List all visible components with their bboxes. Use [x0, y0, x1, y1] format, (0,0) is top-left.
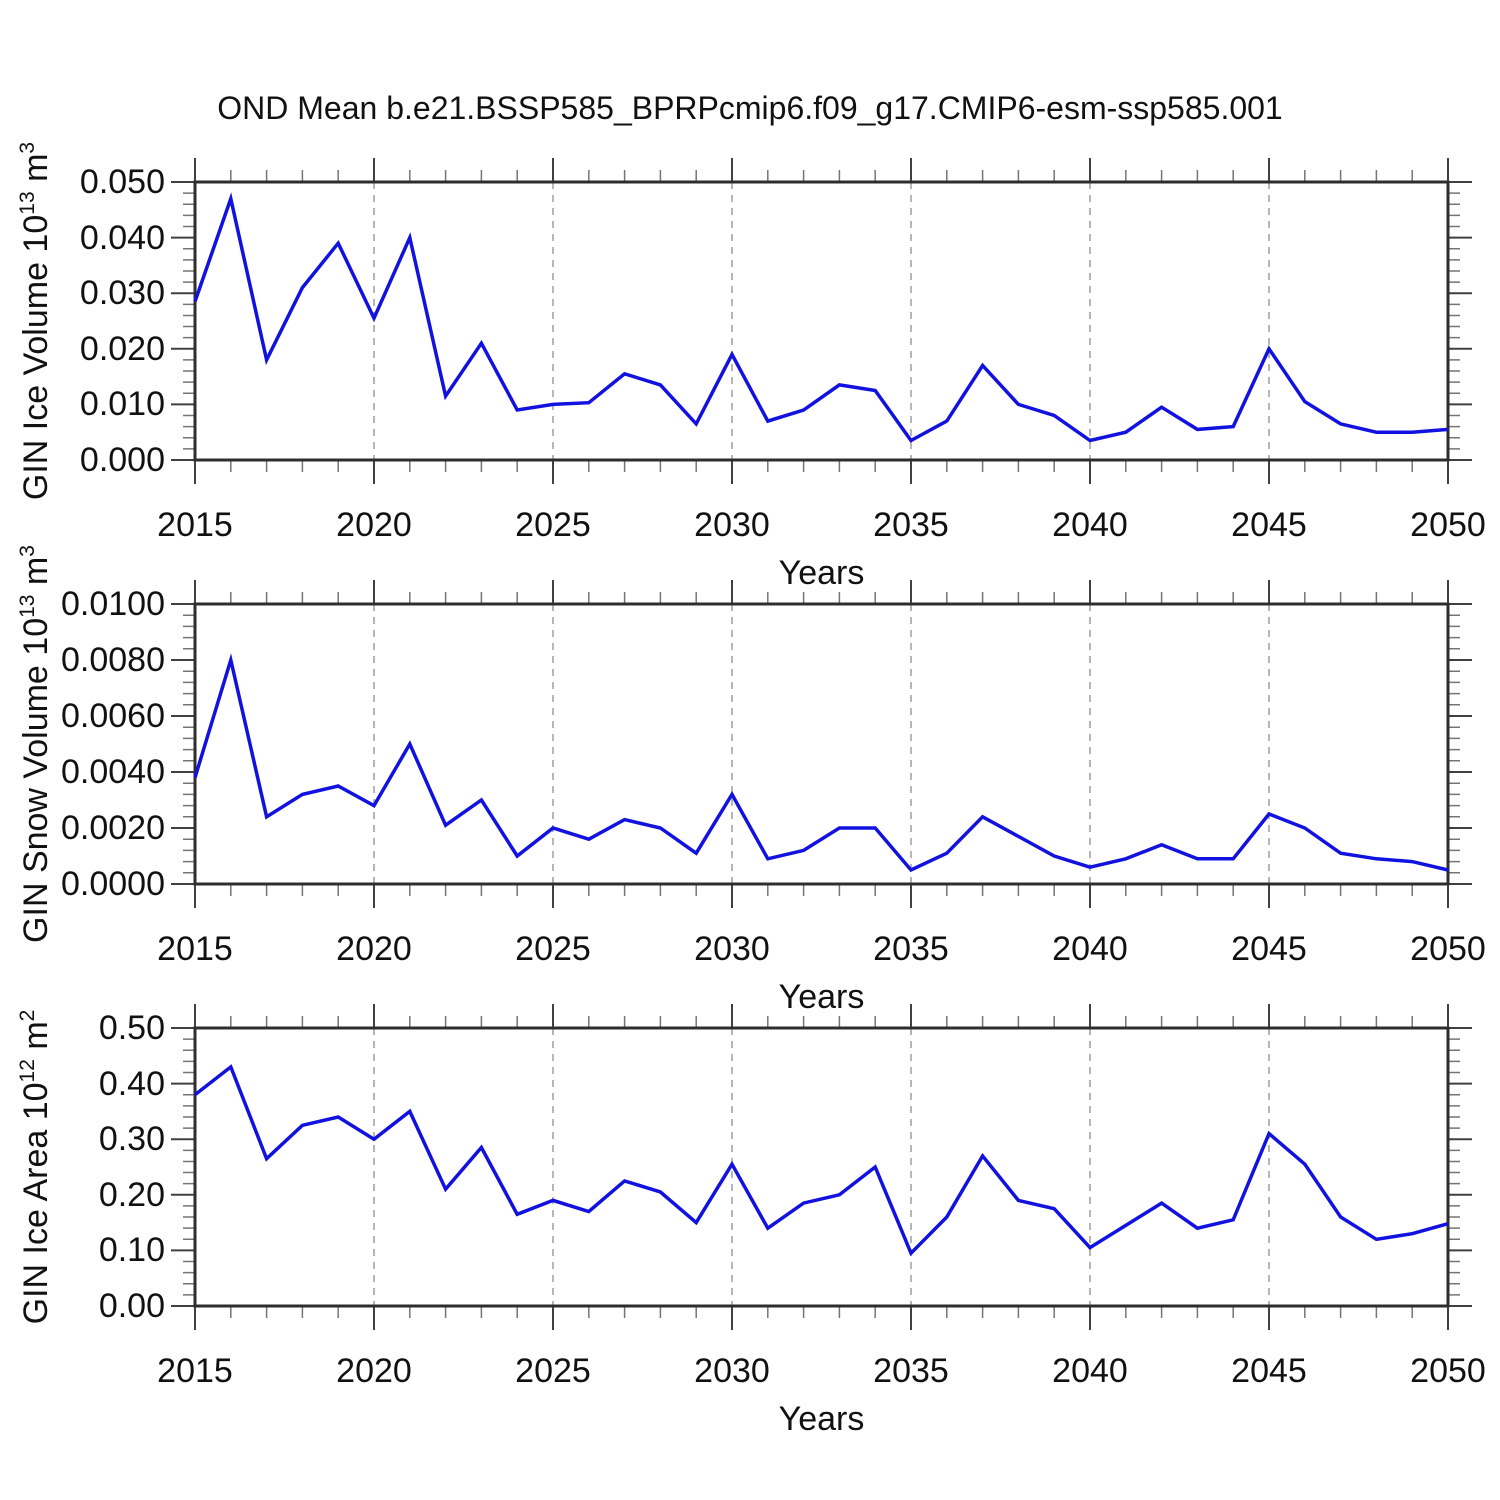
y-tick-label: 0.00 [98, 1287, 165, 1325]
x-tick-label: 2025 [515, 930, 591, 968]
y-tick-label: 0.40 [98, 1064, 165, 1103]
y-axis-title-exponent: 13 [15, 191, 39, 215]
y-tick-label: 0.30 [98, 1120, 165, 1159]
minor-ticks [183, 592, 1460, 896]
chart-title: OND Mean b.e21.BSSP585_BPRPcmip6.f09_g17… [217, 90, 1283, 126]
x-tick-label: 2030 [694, 1352, 770, 1390]
x-tick-label: 2015 [157, 506, 233, 544]
y-tick-label: 0.0000 [61, 865, 165, 903]
y-axis-title-exponent: 13 [15, 594, 39, 618]
y-axis-title-unit-exponent: 3 [15, 545, 39, 557]
y-axis-title: GIN Ice Area 1012 m2 [15, 847, 57, 1487]
x-tick-label: 2015 [157, 930, 233, 968]
x-tick-label: 2050 [1410, 506, 1486, 544]
y-axis-title-text: GIN Ice Area 10 [17, 1082, 55, 1325]
data-line-gin-snow-volume [193, 653, 1449, 873]
data-line-gin-ice-volume [193, 192, 1449, 443]
data-line-gin-ice-area [193, 1064, 1449, 1257]
x-tick-label: 2040 [1052, 506, 1128, 544]
x-tick-label: 2020 [336, 506, 412, 544]
y-axis-title-unit-exponent: 3 [15, 141, 39, 154]
gridlines [373, 1028, 1270, 1306]
y-tick-label: 0.020 [79, 329, 165, 368]
plot-border [193, 180, 1450, 462]
y-axis-title-unit: m [17, 1021, 55, 1060]
y-tick-label: 0.000 [79, 441, 165, 479]
x-tick-label: 2040 [1052, 930, 1128, 968]
x-axis-title: Years [778, 554, 865, 592]
x-tick-label: 2035 [873, 1352, 949, 1390]
y-tick-label: 0.50 [98, 1009, 165, 1047]
y-tick-label: 0.0040 [61, 753, 165, 791]
x-tick-label: 2035 [873, 930, 949, 968]
gridlines [373, 182, 1270, 460]
x-tick-label: 2015 [157, 1352, 233, 1390]
plot-border [193, 602, 1450, 886]
x-tick-label: 2045 [1231, 1352, 1307, 1390]
y-tick-label: 0.0080 [61, 641, 165, 679]
panel-3-plot-area [171, 1004, 1472, 1330]
x-axis-title: Years [778, 978, 865, 1016]
y-axis-title-unit: m [17, 153, 55, 192]
x-tick-label: 2030 [694, 930, 770, 968]
x-tick-label: 2030 [694, 506, 770, 544]
y-tick-label: 0.0020 [61, 809, 165, 847]
x-tick-label: 2035 [873, 506, 949, 544]
y-tick-label: 0.040 [79, 218, 165, 257]
x-axis-title: Years [778, 1400, 865, 1438]
y-axis-title-unit: m [17, 556, 55, 595]
x-tick-label: 2045 [1231, 506, 1307, 544]
y-tick-label: 0.030 [79, 274, 165, 313]
x-tick-label: 2040 [1052, 1352, 1128, 1390]
y-tick-label: 0.010 [79, 385, 165, 424]
x-tick-label: 2050 [1410, 1352, 1486, 1390]
y-tick-label: 0.10 [98, 1231, 165, 1270]
x-tick-label: 2025 [515, 1352, 591, 1390]
major-ticks [171, 580, 1472, 908]
x-tick-label: 2025 [515, 506, 591, 544]
plot-border [193, 1026, 1450, 1308]
x-tick-label: 2050 [1410, 930, 1486, 968]
major-ticks [171, 158, 1472, 484]
y-tick-label: 0.0100 [61, 585, 165, 623]
y-tick-label: 0.0060 [61, 697, 165, 735]
x-tick-label: 2020 [336, 930, 412, 968]
y-tick-label: 0.20 [98, 1175, 165, 1214]
panel-2-plot-area [171, 580, 1472, 908]
minor-ticks [183, 170, 1460, 472]
y-tick-label: 0.050 [79, 163, 165, 201]
major-ticks [171, 1004, 1472, 1330]
minor-ticks [183, 1016, 1460, 1318]
panel-1-plot-area [171, 158, 1472, 484]
x-tick-label: 2045 [1231, 930, 1307, 968]
y-axis-title-exponent: 12 [15, 1059, 39, 1083]
x-tick-label: 2020 [336, 1352, 412, 1390]
y-axis-title-unit-exponent: 2 [15, 1009, 39, 1022]
